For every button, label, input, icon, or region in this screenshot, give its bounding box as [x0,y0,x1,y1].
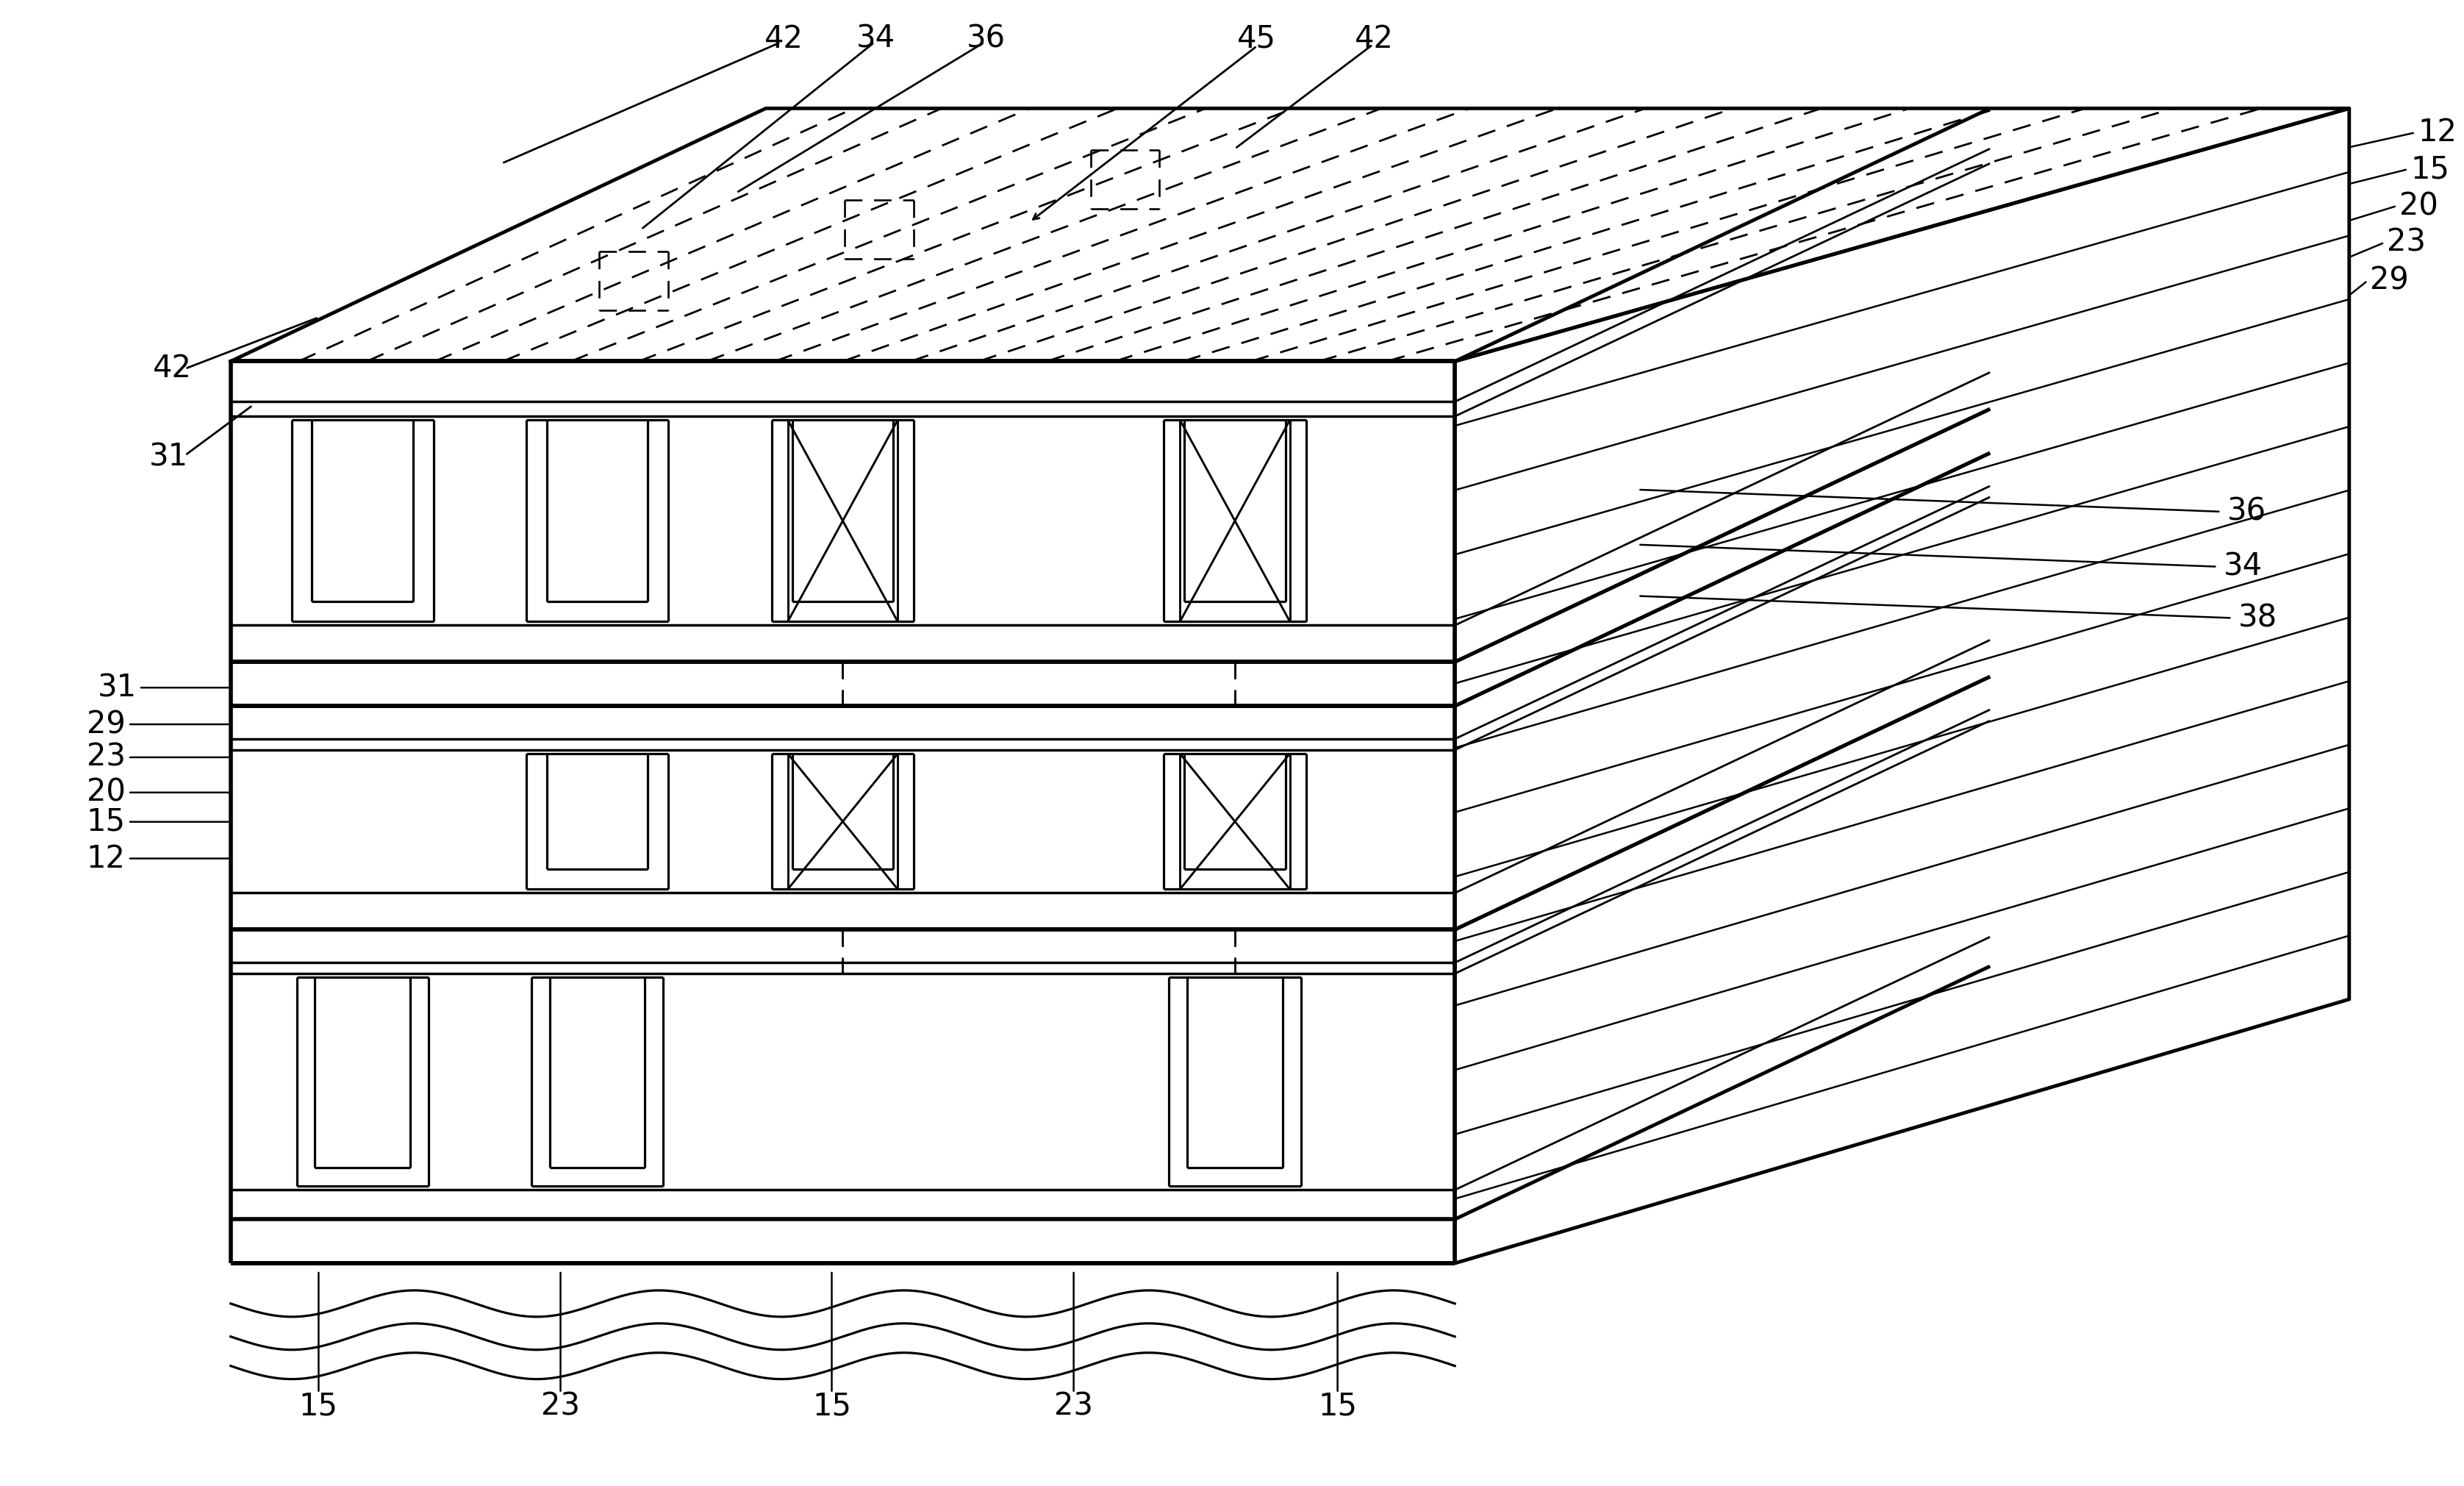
Text: 12: 12 [86,843,126,874]
Text: 23: 23 [86,742,126,773]
Text: 23: 23 [2388,227,2427,259]
Text: 31: 31 [148,441,187,473]
Text: 29: 29 [2370,265,2410,296]
Text: 29: 29 [86,709,126,740]
Text: 34: 34 [2223,551,2262,583]
Text: 23: 23 [542,1391,579,1422]
Text: 15: 15 [2410,153,2449,184]
Text: 42: 42 [764,24,803,53]
Text: 45: 45 [1237,24,1276,53]
Text: 15: 15 [1318,1391,1358,1422]
Text: 15: 15 [813,1391,850,1422]
Text: 38: 38 [2237,602,2277,633]
Text: 36: 36 [2227,496,2267,528]
Text: 12: 12 [2417,117,2457,149]
Text: 42: 42 [1355,24,1395,53]
Text: 15: 15 [298,1391,338,1422]
Text: 20: 20 [2400,190,2439,221]
Text: 15: 15 [86,807,126,837]
Text: 20: 20 [86,777,126,808]
Text: 34: 34 [855,24,894,53]
Text: 42: 42 [153,354,192,383]
Text: 23: 23 [1055,1391,1094,1422]
Text: 36: 36 [966,24,1005,53]
Text: 31: 31 [99,672,136,703]
